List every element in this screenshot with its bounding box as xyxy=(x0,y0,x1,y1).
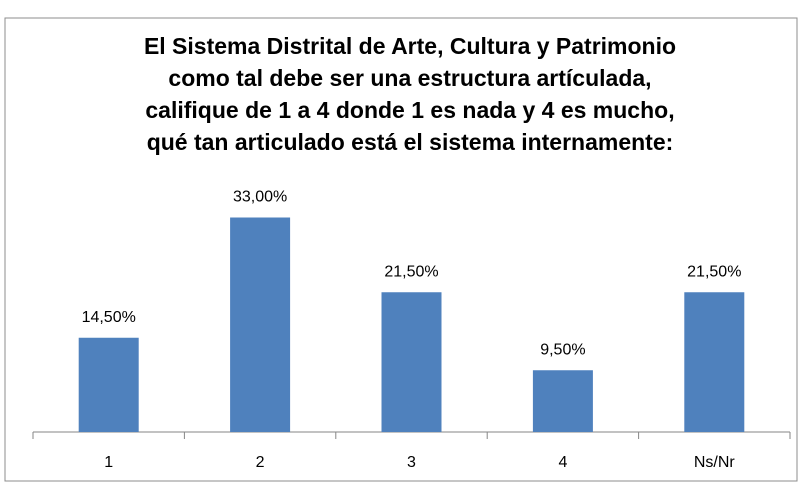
bar xyxy=(230,217,291,432)
bar xyxy=(684,292,745,432)
bar xyxy=(381,292,442,432)
chart-title: como tal debe ser una estructura artícul… xyxy=(168,65,651,91)
value-label: 14,50% xyxy=(82,309,136,326)
chart-title: qué tan articulado está el sistema inter… xyxy=(147,129,674,155)
bar xyxy=(532,370,593,432)
x-tick-label: 3 xyxy=(407,454,416,471)
x-tick-label: 2 xyxy=(256,454,265,471)
bar xyxy=(78,337,139,432)
x-tick-label: Ns/Nr xyxy=(694,454,736,471)
chart-title: El Sistema Distrital de Arte, Cultura y … xyxy=(144,33,676,59)
value-label: 21,50% xyxy=(687,263,741,280)
value-label: 9,50% xyxy=(540,341,585,358)
chart-title: califique de 1 a 4 donde 1 es nada y 4 e… xyxy=(145,97,674,123)
x-tick-label: 1 xyxy=(104,454,113,471)
value-label: 21,50% xyxy=(384,263,438,280)
x-tick-label: 4 xyxy=(558,454,567,471)
value-label: 33,00% xyxy=(233,189,287,206)
